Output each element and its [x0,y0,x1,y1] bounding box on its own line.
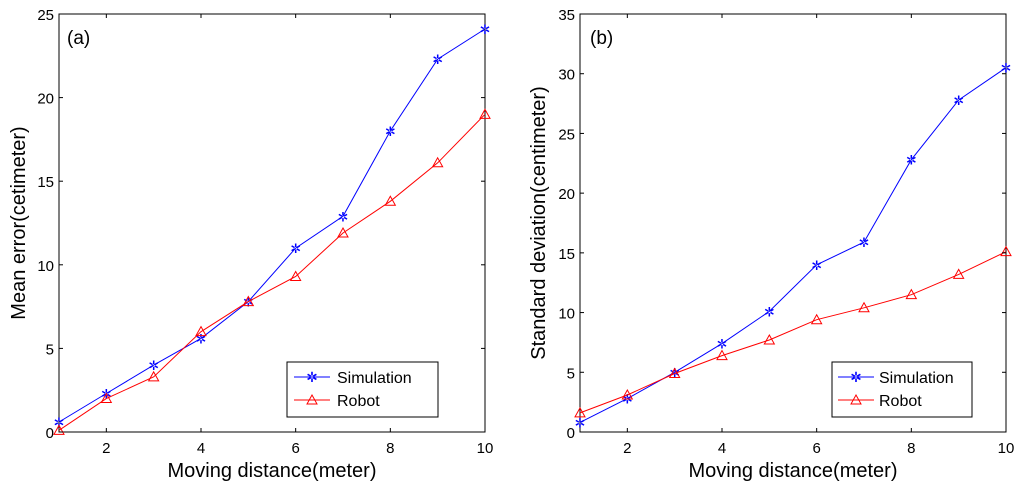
data-point-robot [952,268,965,279]
series-layer: ✲ ✲ ✲ ✲ ✲ ✲ ✲ ✲ ✲ ✲ [574,61,1012,431]
data-point-robot [479,108,491,119]
x-tick-label: 2 [102,440,110,457]
x-tick-label: 2 [623,440,631,457]
x-axis-label: Moving distance(meter) [689,460,898,482]
data-point-robot [763,334,776,345]
series-robot [574,245,1012,418]
series-line-robot [58,113,486,431]
data-point-robot [289,270,302,282]
y-tick-label: 15 [558,246,575,263]
x-tick-label: 10 [998,440,1015,457]
data-point-robot [574,406,586,418]
legend-label-simulation: Simulation [337,370,412,387]
data-point-simulation: ✲ [906,153,917,168]
legend-marker-robot [850,393,862,405]
y-axis-label: Standard deviation(centimeter) [528,86,550,359]
data-point-simulation: ✲ [148,358,159,373]
legend-box [831,361,973,418]
series-line-simulation [579,67,1007,423]
data-point-robot [384,195,397,206]
y-tick-label: 15 [37,174,54,191]
data-point-robot [810,313,823,325]
panel-label: (b) [590,28,613,49]
data-point-robot [431,156,444,168]
data-point-simulation: ✲ [54,415,65,430]
data-point-simulation: ✲ [764,304,775,319]
data-point-simulation: ✲ [432,52,443,67]
y-tick-label: 20 [37,91,54,108]
data-point-robot [668,367,681,378]
plot-area-frame [579,13,1007,433]
x-tick-label: 6 [812,440,820,457]
series-line-robot [579,251,1007,414]
chart-panel-b: (b) Moving distance(meter) Standard devi… [528,7,1014,482]
x-tick-label: 10 [477,440,494,457]
data-point-simulation: ✲ [480,22,491,37]
x-tick-label: 4 [718,440,726,457]
legend-marker-simulation: ✲ [306,369,318,385]
y-tick-label: 25 [37,7,54,24]
data-point-robot [147,370,160,382]
data-point-simulation: ✲ [953,93,964,108]
x-tick-label: 8 [907,440,915,457]
data-point-simulation: ✲ [669,365,680,380]
series-line-simulation [58,28,486,423]
tick-layer: 2 4 6 8 10 0 5 10 15 20 25 [37,7,493,457]
y-tick-label: 20 [558,186,575,203]
y-axis-label: Mean error(cetimeter) [8,126,30,319]
legend-label-robot: Robot [879,393,922,410]
data-point-robot [337,227,349,238]
y-tick-label: 5 [567,365,575,382]
data-point-simulation: ✲ [385,124,396,139]
y-tick-label: 0 [567,425,575,442]
data-point-simulation: ✲ [290,241,301,256]
data-point-robot [905,288,918,300]
data-point-simulation: ✲ [338,209,349,224]
legend-label-simulation: Simulation [879,370,954,387]
data-point-simulation: ✲ [575,415,586,430]
legend: ✲ Simulation Robot [831,361,973,418]
legend: ✲ Simulation Robot [286,361,439,418]
legend-marker-robot [306,393,318,405]
chart-panel-a: (a) Moving distance(meter) Mean error(ce… [8,7,493,482]
data-point-simulation: ✲ [811,258,822,273]
plot-area-frame [58,13,486,433]
data-point-simulation: ✲ [196,331,207,346]
y-tick-label: 10 [558,306,575,323]
data-point-simulation: ✲ [1001,61,1012,76]
y-tick-label: 0 [46,425,54,442]
y-tick-label: 35 [558,7,575,24]
panel-label: (a) [67,28,90,49]
series-simulation: ✲ ✲ ✲ ✲ ✲ ✲ ✲ ✲ ✲ ✲ [575,61,1012,431]
legend-label-robot: Robot [337,393,380,410]
legend-marker-simulation: ✲ [850,369,862,385]
data-point-simulation: ✲ [859,235,870,250]
data-point-simulation: ✲ [717,337,728,352]
x-tick-label: 8 [386,440,394,457]
legend-box [286,361,439,418]
x-tick-label: 6 [291,440,299,457]
x-tick-label: 4 [197,440,205,457]
y-tick-label: 5 [46,341,54,358]
data-point-robot [1000,245,1012,257]
data-point-robot [858,301,870,313]
y-tick-label: 30 [558,67,575,84]
data-point-robot [621,388,634,400]
data-point-robot [242,295,255,307]
data-point-robot [195,325,207,337]
series-robot [53,108,491,435]
x-axis-label: Moving distance(meter) [168,460,377,482]
y-tick-label: 10 [37,258,54,275]
data-point-robot [716,349,728,361]
data-point-robot [100,392,113,404]
data-point-robot [53,424,65,435]
y-tick-label: 25 [558,126,575,143]
series-layer: ✲✲✲✲✲✲✲✲✲✲ [53,22,491,435]
tick-layer: 2 4 6 8 10 0 5 10 15 20 25 30 35 [558,7,1014,457]
